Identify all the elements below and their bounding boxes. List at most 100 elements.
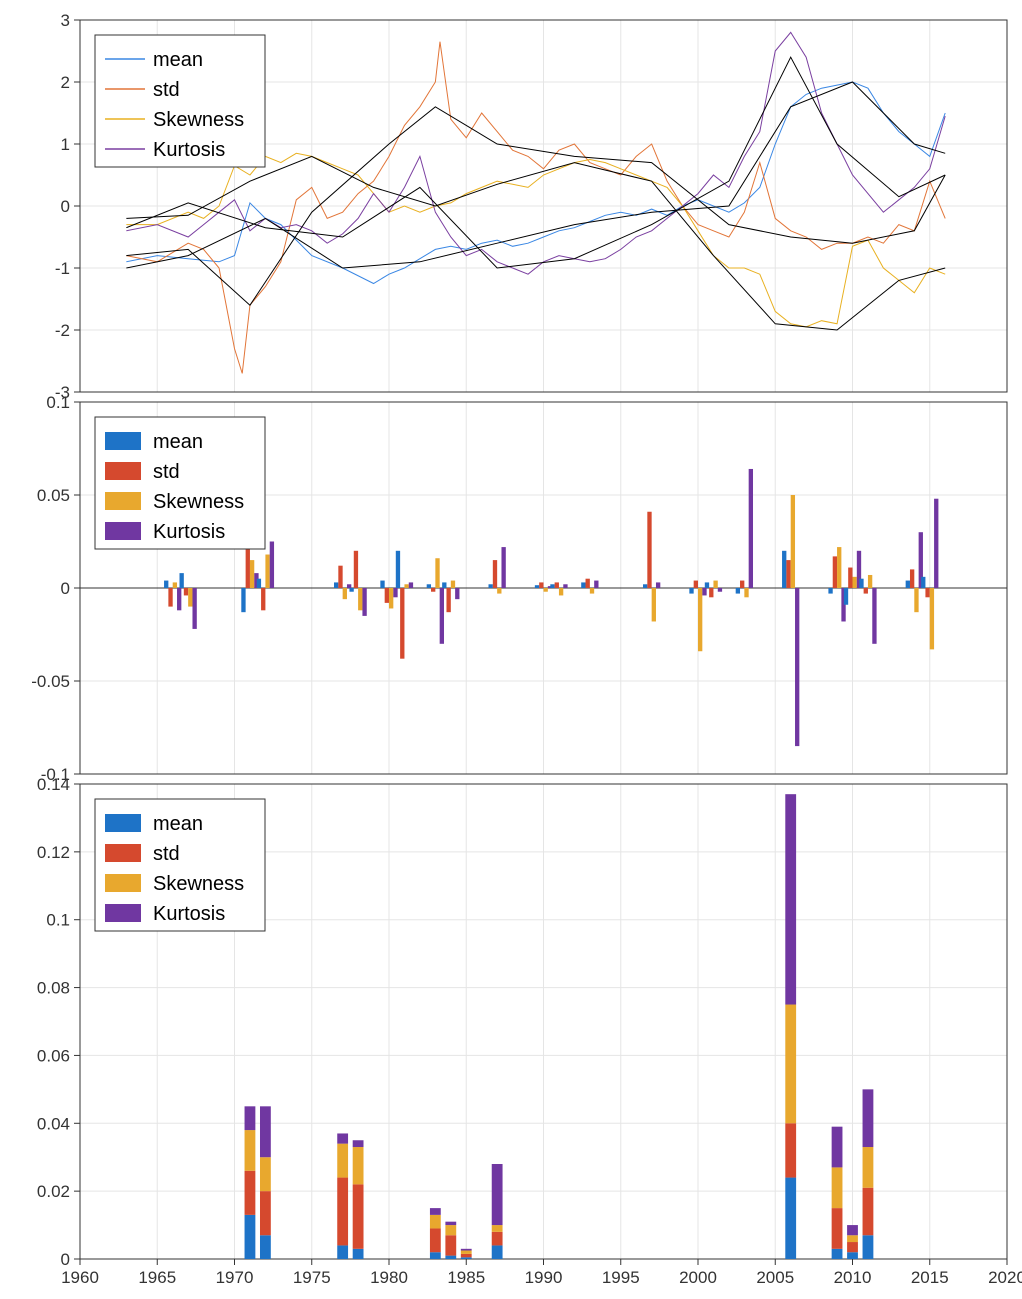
bar-stack [847, 1252, 858, 1259]
bar [853, 577, 857, 588]
xtick-label: 2015 [911, 1268, 949, 1287]
bar [713, 581, 717, 588]
bar-stack [445, 1235, 456, 1255]
bar-stack [445, 1225, 456, 1235]
bar-stack [832, 1127, 843, 1168]
legend-label: std [153, 461, 180, 483]
bar [740, 581, 744, 588]
subplot-3: 00.020.040.060.080.10.120.14meanstdSkewn… [37, 775, 1007, 1269]
bar [380, 581, 384, 588]
bar-stack [245, 1106, 256, 1130]
bar [555, 582, 559, 588]
legend-swatch [105, 462, 141, 480]
bar-stack [353, 1147, 364, 1184]
xtick-label: 1980 [370, 1268, 408, 1287]
legend-swatch [105, 874, 141, 892]
bar [864, 588, 868, 594]
xtick-label: 2010 [834, 1268, 872, 1287]
subplot-1: -3-2-10123meanstdSkewnessKurtosis [55, 11, 1007, 402]
legend-swatch [105, 522, 141, 540]
chart-svg: -3-2-10123meanstdSkewnessKurtosis-0.1-0.… [0, 0, 1022, 1299]
bar-stack [260, 1191, 271, 1235]
bar [349, 588, 353, 592]
bar [431, 588, 435, 592]
bar-stack [430, 1228, 441, 1252]
bar [358, 588, 362, 610]
bar [749, 469, 753, 588]
xtick-label: 1990 [525, 1268, 563, 1287]
ytick-label: 0.1 [46, 911, 70, 930]
bar [544, 588, 548, 592]
bar [246, 547, 250, 588]
bar-stack [847, 1235, 858, 1242]
bar [586, 579, 590, 588]
ytick-label: 0.05 [37, 486, 70, 505]
bar [736, 588, 740, 594]
bar [173, 582, 177, 588]
ytick-label: 0.06 [37, 1046, 70, 1065]
bar [718, 588, 722, 592]
ytick-label: 0 [61, 1250, 70, 1269]
bar [488, 584, 492, 588]
bar [559, 588, 563, 595]
bar [539, 582, 543, 588]
bar [930, 588, 934, 649]
bar [501, 547, 505, 588]
bar-stack [863, 1089, 874, 1147]
xtick-label: 1975 [293, 1268, 331, 1287]
bar-stack [353, 1140, 364, 1147]
bar [455, 588, 459, 599]
bar [270, 542, 274, 589]
bar [795, 588, 799, 746]
bar [435, 558, 439, 588]
bar [362, 588, 366, 616]
bar [440, 588, 444, 644]
legend-label: std [153, 843, 180, 865]
bar [656, 582, 660, 588]
bar [910, 569, 914, 588]
legend-label: mean [153, 49, 203, 71]
ytick-label: 1 [61, 135, 70, 154]
legend-swatch [105, 492, 141, 510]
bar [709, 588, 713, 597]
bar [250, 560, 254, 588]
bar-stack [785, 1005, 796, 1124]
bar-stack [353, 1249, 364, 1259]
bar-stack [461, 1249, 472, 1251]
bar [404, 584, 408, 588]
bar-stack [785, 794, 796, 1004]
legend-label: Skewness [153, 873, 244, 895]
ytick-label: -2 [55, 321, 70, 340]
bar [859, 579, 863, 588]
bar [705, 582, 709, 588]
bar [906, 581, 910, 588]
bar-stack [260, 1157, 271, 1191]
bar [393, 588, 397, 597]
bar [934, 499, 938, 588]
ytick-label: 0.08 [37, 979, 70, 998]
bar [535, 585, 539, 588]
bar [581, 582, 585, 588]
ytick-label: 0.02 [37, 1182, 70, 1201]
bar-stack [245, 1171, 256, 1215]
bar [192, 588, 196, 629]
legend-label: Kurtosis [153, 521, 225, 543]
legend-swatch [105, 844, 141, 862]
bar [261, 588, 265, 610]
bar-stack [430, 1252, 441, 1259]
bar [396, 551, 400, 588]
ytick-label: 0 [61, 579, 70, 598]
ytick-label: 0.14 [37, 775, 70, 794]
bar [782, 551, 786, 588]
legend-swatch [105, 904, 141, 922]
xtick-label: 2000 [679, 1268, 717, 1287]
ytick-label: 3 [61, 11, 70, 30]
legend-swatch [105, 814, 141, 832]
bar [837, 547, 841, 588]
bar [702, 588, 706, 595]
bar [427, 584, 431, 588]
bar [446, 588, 450, 612]
bar-stack [430, 1215, 441, 1229]
bar-stack [461, 1254, 472, 1257]
bar-stack [492, 1164, 503, 1225]
